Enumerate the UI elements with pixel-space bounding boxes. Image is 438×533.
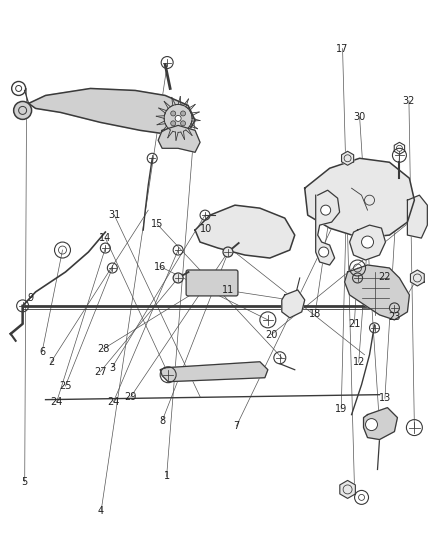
Text: 16: 16 [154, 262, 166, 271]
Polygon shape [407, 195, 427, 238]
Polygon shape [342, 151, 353, 165]
Polygon shape [195, 205, 295, 258]
Text: 8: 8 [159, 416, 165, 426]
Polygon shape [364, 408, 397, 440]
Text: 14: 14 [99, 233, 112, 244]
Text: 11: 11 [222, 286, 234, 295]
Text: 28: 28 [97, 344, 110, 354]
Text: 3: 3 [109, 362, 115, 373]
Circle shape [14, 101, 32, 119]
Polygon shape [316, 190, 339, 265]
Text: 1: 1 [163, 472, 170, 481]
Text: 27: 27 [94, 367, 106, 377]
Text: 13: 13 [379, 393, 391, 403]
Text: 24: 24 [107, 397, 120, 407]
Text: 20: 20 [265, 329, 278, 340]
Text: 21: 21 [348, 319, 360, 329]
Circle shape [180, 111, 186, 116]
Text: 5: 5 [21, 477, 28, 487]
Circle shape [173, 273, 183, 283]
Circle shape [366, 418, 378, 431]
Text: 23: 23 [389, 312, 401, 322]
Text: 17: 17 [336, 44, 349, 53]
Circle shape [171, 111, 176, 116]
Circle shape [321, 205, 331, 215]
Text: 22: 22 [379, 272, 391, 282]
Polygon shape [340, 480, 355, 498]
Text: 6: 6 [39, 346, 45, 357]
Text: 7: 7 [233, 421, 240, 431]
Circle shape [164, 104, 192, 132]
Polygon shape [305, 158, 414, 238]
Polygon shape [282, 290, 305, 318]
FancyBboxPatch shape [186, 270, 238, 296]
Polygon shape [410, 270, 424, 286]
Text: 25: 25 [59, 381, 71, 391]
Text: 30: 30 [353, 111, 366, 122]
Polygon shape [345, 265, 410, 320]
Text: 15: 15 [151, 219, 163, 229]
Polygon shape [350, 225, 385, 260]
Circle shape [319, 247, 328, 257]
Text: 19: 19 [335, 404, 347, 414]
Polygon shape [160, 362, 268, 382]
Polygon shape [28, 88, 195, 135]
Text: 12: 12 [353, 357, 365, 367]
Circle shape [361, 236, 374, 248]
Circle shape [180, 121, 186, 126]
Text: 32: 32 [403, 95, 415, 106]
Text: 2: 2 [48, 357, 54, 367]
Polygon shape [158, 125, 200, 152]
Text: 24: 24 [50, 397, 63, 407]
Text: 9: 9 [27, 293, 33, 303]
Text: 10: 10 [200, 224, 212, 235]
Text: 18: 18 [309, 309, 321, 319]
Text: 4: 4 [98, 506, 104, 516]
Text: 31: 31 [108, 210, 120, 220]
Text: 29: 29 [125, 392, 137, 402]
Circle shape [175, 116, 181, 122]
Circle shape [223, 247, 233, 257]
Circle shape [171, 121, 176, 126]
